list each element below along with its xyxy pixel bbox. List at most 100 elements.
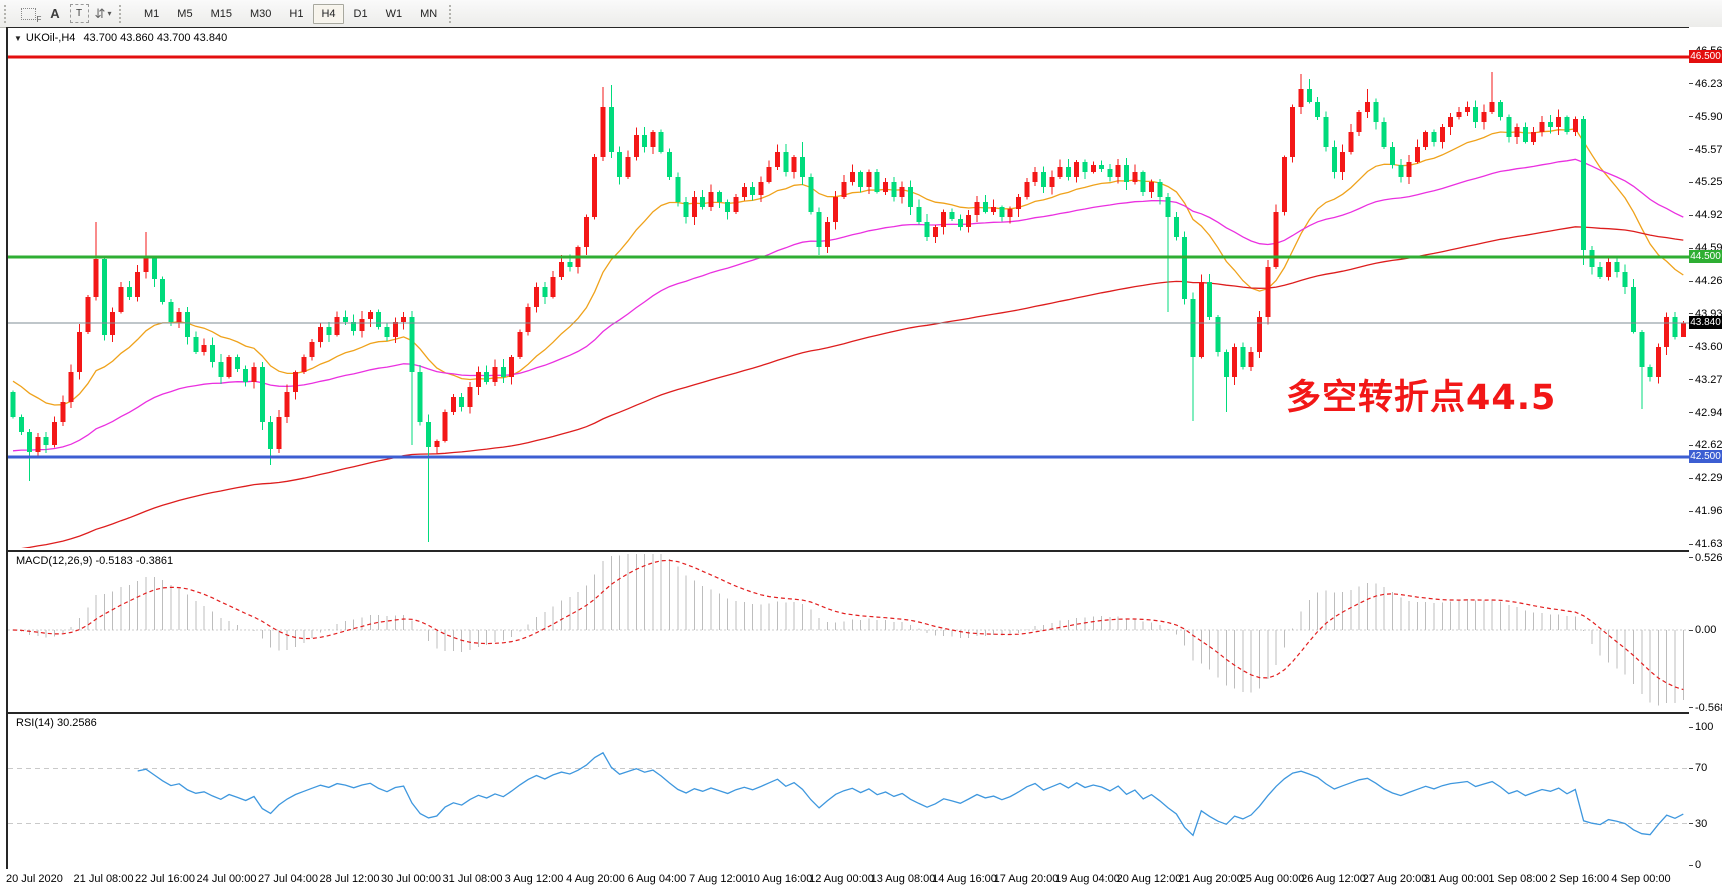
candle-body (1024, 182, 1030, 197)
candle-body (658, 132, 664, 152)
candle-body (118, 287, 124, 312)
candle-body (10, 392, 16, 417)
candle-body (691, 197, 697, 217)
price-tick-46.235: 46.235 (1689, 78, 1722, 90)
candle-body (434, 441, 440, 447)
time-label: 22 Jul 16:00 (135, 873, 195, 885)
price-tick-45.575: 45.575 (1689, 144, 1722, 156)
timeframe-button-M1[interactable]: M1 (144, 7, 160, 20)
time-label: 6 Aug 04:00 (627, 873, 687, 885)
rsi-tick-70: 70 (1689, 762, 1707, 774)
candle-body (808, 177, 814, 212)
candle-body (401, 317, 407, 322)
macd-panel[interactable]: MACD(12,26,9) -0.5183 -0.3861 (6, 551, 1692, 713)
candle-body (259, 367, 265, 422)
time-label: 14 Aug 16:00 (932, 873, 997, 885)
candlestick-chart[interactable] (8, 28, 1689, 548)
candle-body (1074, 162, 1080, 177)
time-label: 1 Sep 08:00 (1488, 873, 1548, 885)
time-label: 21 Jul 08:00 (73, 873, 134, 885)
candle-body (775, 152, 781, 167)
time-label: 27 Aug 20:00 (1362, 873, 1428, 885)
candle-body (243, 369, 249, 382)
candle-body (1198, 282, 1204, 357)
candle-body (991, 207, 997, 212)
price-tick-43.275: 43.275 (1689, 374, 1722, 386)
price-axis[interactable]: 46.56546.23545.90545.57545.25044.92044.5… (1689, 27, 1722, 871)
candle-body (916, 207, 922, 222)
rsi-chart[interactable] (8, 714, 1689, 868)
time-axis[interactable]: 20 Jul 2020 21 Jul 08:00 22 Jul 16:00 24 Ju… (6, 869, 1722, 894)
text-label-icon[interactable]: A (50, 6, 60, 21)
candle-body (351, 322, 357, 331)
time-label: 28 Jul 12:00 (319, 873, 380, 885)
chevron-down-icon[interactable]: ▼ (14, 34, 22, 43)
candle-body (176, 312, 182, 322)
candle-body (1423, 132, 1429, 147)
timeframe-button-M15[interactable]: M15 (210, 7, 232, 20)
candle-body (1564, 117, 1570, 132)
candle-body (941, 212, 947, 227)
candle-body (1082, 162, 1088, 172)
candle-body (708, 192, 714, 207)
time-label: 3 Aug 12:00 (504, 873, 564, 885)
ohlc-values: 43.700 43.860 43.700 43.840 (83, 32, 228, 44)
candle-body (642, 135, 648, 147)
candle-body (1439, 127, 1445, 142)
timeframe-button-M5[interactable]: M5 (177, 7, 193, 20)
text-box-icon[interactable]: T (67, 3, 91, 25)
candle-body (160, 279, 166, 302)
rsi-label: RSI(14) 30.2586 (16, 717, 97, 729)
candle-body (1065, 167, 1071, 177)
candle-body (492, 367, 498, 382)
timeframe-button-W1[interactable]: W1 (385, 7, 403, 20)
chart-text-annotation[interactable]: 多空转折点44.5 (1286, 378, 1557, 418)
candle-body (135, 272, 141, 297)
cursor-tools-icon[interactable]: ⇵ ▾ (91, 3, 115, 25)
price-tick-44.260: 44.260 (1689, 275, 1722, 287)
candle-body (725, 202, 731, 212)
rsi-panel[interactable]: RSI(14) 30.2586 (6, 713, 1692, 871)
rsi-tick-30: 30 (1689, 818, 1707, 830)
candle-body (1497, 102, 1503, 117)
candle-body (1323, 117, 1329, 147)
candle-body (1655, 347, 1661, 377)
symbol-period-label: UKOil-,H4 (25, 32, 76, 44)
candle-body (60, 402, 66, 422)
candle-body (1240, 347, 1246, 367)
toolbar-grip[interactable] (4, 4, 13, 23)
timeframe-button-H1[interactable]: H1 (289, 7, 304, 20)
candle-body (1215, 317, 1221, 352)
main-chart-panel[interactable]: ▼ UKOil-,H4 43.700 43.860 43.700 43.840 (6, 27, 1692, 551)
candle-body (608, 107, 614, 152)
candle-body (542, 287, 548, 297)
candle-body (1132, 172, 1138, 182)
timeframe-button-H4[interactable]: H4 (313, 3, 344, 24)
timeframe-button-M30[interactable]: M30 (249, 7, 272, 20)
candle-body (475, 372, 481, 387)
candle-body (1531, 132, 1537, 142)
candle-body (1265, 267, 1271, 317)
grid-f-icon[interactable]: F (19, 3, 43, 25)
toolbar-grip[interactable] (119, 4, 128, 23)
candle-body (1572, 119, 1578, 132)
macd-chart[interactable] (8, 552, 1689, 710)
toolbar-grip[interactable] (449, 4, 458, 23)
candle-body (1148, 182, 1154, 192)
candle-body (376, 312, 382, 327)
candle-body (1414, 147, 1420, 162)
candle-body (741, 187, 747, 197)
timeframe-button-MN[interactable]: MN (420, 7, 438, 20)
time-label: 13 Aug 08:00 (870, 873, 936, 885)
time-label: 20 Aug 12:00 (1116, 873, 1182, 885)
candle-body (1232, 347, 1238, 377)
timeframe-button-D1[interactable]: D1 (353, 7, 368, 20)
candle-body (550, 277, 556, 297)
candle-body (824, 222, 830, 247)
price-chip-42.500: 42.500 (1689, 450, 1722, 463)
candle-body (1597, 267, 1603, 277)
candle-body (675, 177, 681, 202)
macd-signal-line (12, 559, 1684, 691)
candle-body (27, 432, 33, 452)
time-label: 2 Sep 16:00 (1549, 873, 1610, 885)
